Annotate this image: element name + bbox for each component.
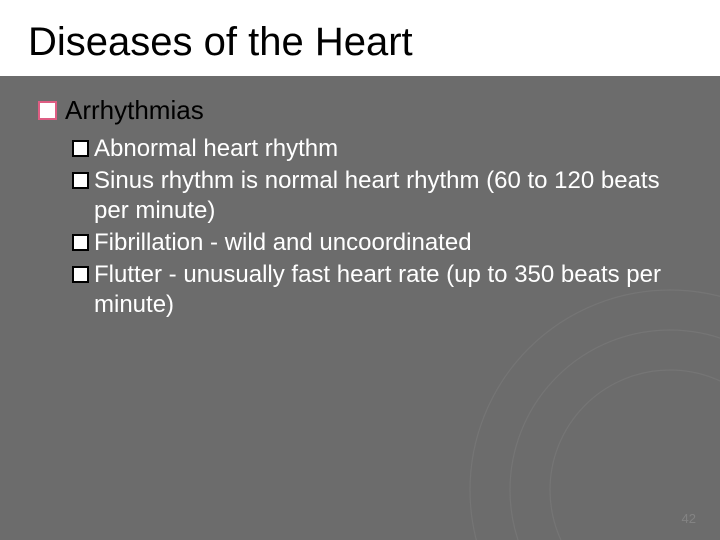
square-bullet-icon xyxy=(72,234,89,251)
level2-text: Fibrillation - wild and uncoordinated xyxy=(94,229,472,256)
square-bullet-icon xyxy=(72,172,89,189)
level1-text: Arrhythmias xyxy=(65,95,204,125)
level2-text: Abnormal heart rhythm xyxy=(94,135,338,162)
page-number: 42 xyxy=(682,511,696,526)
square-bullet-icon xyxy=(38,101,57,120)
bullet-level2: Abnormal heart rhythm xyxy=(72,134,690,164)
bullet-level2: Sinus rhythm is normal heart rhythm (60 … xyxy=(72,166,690,226)
bullet-level2: Fibrillation - wild and uncoordinated xyxy=(72,228,690,258)
slide: Diseases of the Heart Arrhythmias Abnorm… xyxy=(0,0,720,540)
square-bullet-icon xyxy=(72,266,89,283)
square-bullet-icon xyxy=(72,140,89,157)
title-band: Diseases of the Heart xyxy=(0,0,720,76)
bullet-level2: Flutter - unusually fast heart rate (up … xyxy=(72,260,690,320)
bullet-level1: Arrhythmias xyxy=(38,94,690,128)
body-area: Arrhythmias Abnormal heart rhythm Sinus … xyxy=(38,94,690,322)
level2-text: Flutter - unusually fast heart rate (up … xyxy=(94,261,661,318)
level2-text: Sinus rhythm is normal heart rhythm (60 … xyxy=(94,167,660,224)
slide-title: Diseases of the Heart xyxy=(28,20,413,64)
